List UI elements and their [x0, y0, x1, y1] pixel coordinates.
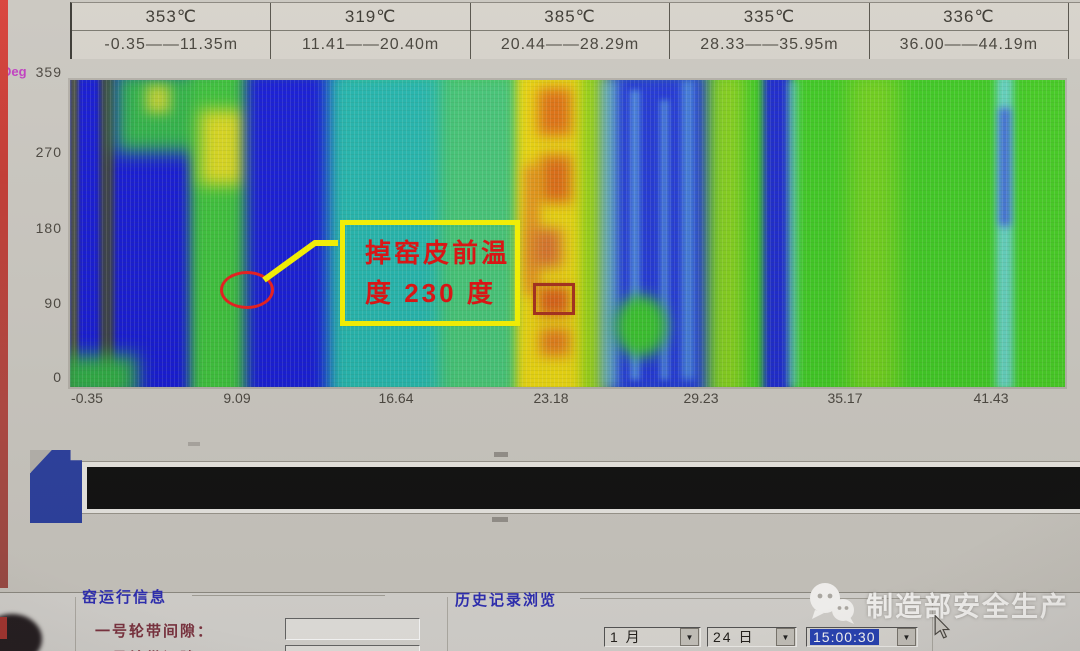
zone-range: 11.41——20.40m [302, 36, 440, 53]
groupbox-border [192, 595, 385, 596]
day-select[interactable]: 24 日 ▼ [707, 627, 797, 647]
thermal-region [615, 295, 667, 357]
x-tick: 35.17 [827, 390, 863, 406]
thermal-region [70, 80, 78, 387]
groupbox-border [932, 598, 933, 651]
hotspot-rect-annotation [533, 283, 575, 315]
thermal-region [328, 80, 448, 387]
y-tick: 90 [44, 295, 62, 311]
time-select[interactable]: 15:00:30 ▼ [806, 627, 918, 647]
thermal-scan-plot: 掉窑皮前温 度 230 度 [68, 78, 1067, 389]
photo-red-edge [0, 0, 8, 588]
zone-temperature-table: 353℃ -0.35——11.35m 319℃ 11.41——20.40m 38… [70, 2, 1080, 59]
thermal-region [200, 110, 245, 185]
bar-tick [188, 442, 200, 446]
thermal-region [70, 355, 137, 387]
trend-scrollbar[interactable] [87, 467, 1080, 509]
zone-range: 20.44——28.29m [500, 36, 640, 53]
thermal-region [600, 80, 618, 387]
watermark-text: 制造部安全生产 [866, 591, 1069, 622]
thermal-region [540, 155, 572, 203]
watermark: 制造部安全生产 [808, 583, 1069, 625]
callout-box-annotation: 掉窑皮前温 度 230 度 [340, 220, 520, 326]
bar-tick [492, 517, 508, 522]
day-select-value: 24 日 [713, 629, 755, 645]
thermal-region [763, 80, 791, 387]
mouse-cursor-icon [934, 615, 951, 639]
thermal-region [538, 88, 572, 136]
y-tick: 270 [35, 144, 62, 160]
x-tick: -0.35 [71, 390, 103, 406]
zone-column-partial [1069, 3, 1080, 59]
chevron-down-icon[interactable]: ▼ [680, 628, 699, 646]
month-select-value: 1 月 [610, 629, 642, 645]
chevron-down-icon[interactable]: ▼ [897, 628, 916, 646]
groupbox-border [447, 597, 448, 651]
tyre-gap-2-input[interactable] [285, 645, 420, 651]
tyre-gap-2-label: 二号轮带间隙： [95, 647, 214, 651]
thermal-region [440, 80, 525, 387]
callout-leader-line [314, 240, 338, 246]
x-tick: 16.64 [378, 390, 414, 406]
zone-max-temp: 336℃ [869, 3, 1069, 31]
thermal-region [630, 90, 640, 380]
zone-column: 336℃ 36.00——44.19m [869, 3, 1070, 59]
x-tick: 23.18 [533, 390, 569, 406]
groupbox-border [75, 597, 76, 651]
chevron-down-icon[interactable]: ▼ [776, 628, 795, 646]
thermal-region [788, 80, 798, 387]
y-tick: 180 [35, 220, 62, 236]
zone-column: 335℃ 28.33——35.95m [670, 3, 870, 59]
zone-column: 319℃ 11.41——20.40m [271, 3, 471, 59]
thermal-region [660, 100, 669, 380]
thermal-region [850, 80, 898, 387]
thermal-region [146, 85, 170, 113]
y-tick: 0 [53, 369, 62, 385]
kiln-info-group-title: 窑运行信息 [82, 589, 168, 606]
groupbox-border [580, 598, 932, 599]
spot-circle-annotation [220, 271, 274, 309]
zone-range: -0.35——11.35m [104, 36, 239, 53]
thermal-region [540, 328, 570, 356]
tyre-gap-1-input[interactable] [285, 618, 420, 640]
thermal-region [532, 228, 562, 268]
zone-max-temp: 385℃ [470, 3, 670, 31]
zone-max-temp: 335℃ [670, 3, 869, 31]
bar-tick [494, 452, 508, 457]
callout-text-line2: 度 230 度 [365, 278, 496, 308]
x-tick: 41.43 [973, 390, 1009, 406]
tyre-gap-1-label: 一号轮带间隙： [95, 623, 215, 640]
callout-text-line1: 掉窑皮前温 [365, 238, 511, 268]
x-tick: 29.23 [683, 390, 719, 406]
time-select-value: 15:00:30 [810, 629, 879, 645]
thermal-region [999, 108, 1011, 226]
thermal-region [100, 80, 114, 387]
zone-max-temp: 353℃ [72, 3, 271, 31]
zone-range: 28.33——35.95m [700, 36, 839, 53]
month-select[interactable]: 1 月 ▼ [604, 627, 701, 647]
wechat-icon [810, 583, 854, 624]
thermal-region [710, 80, 744, 387]
thermal-region [682, 80, 694, 380]
zone-max-temp: 319℃ [271, 3, 470, 31]
zone-column: 385℃ 20.44——28.29m [470, 3, 671, 59]
history-group-title: 历史记录浏览 [455, 592, 558, 609]
photo-corner-mark [0, 617, 7, 639]
panel-divider [0, 592, 1080, 593]
zone-column: 353℃ -0.35——11.35m [72, 3, 272, 59]
thermal-region [538, 286, 570, 316]
thermal-pixel-texture [70, 80, 1065, 387]
x-tick: 9.09 [223, 390, 251, 406]
y-tick: 359 [35, 64, 62, 80]
zone-range: 36.00——44.19m [899, 36, 1039, 53]
thermal-region [1022, 80, 1065, 387]
y-axis-unit-label: Deg [2, 64, 27, 79]
